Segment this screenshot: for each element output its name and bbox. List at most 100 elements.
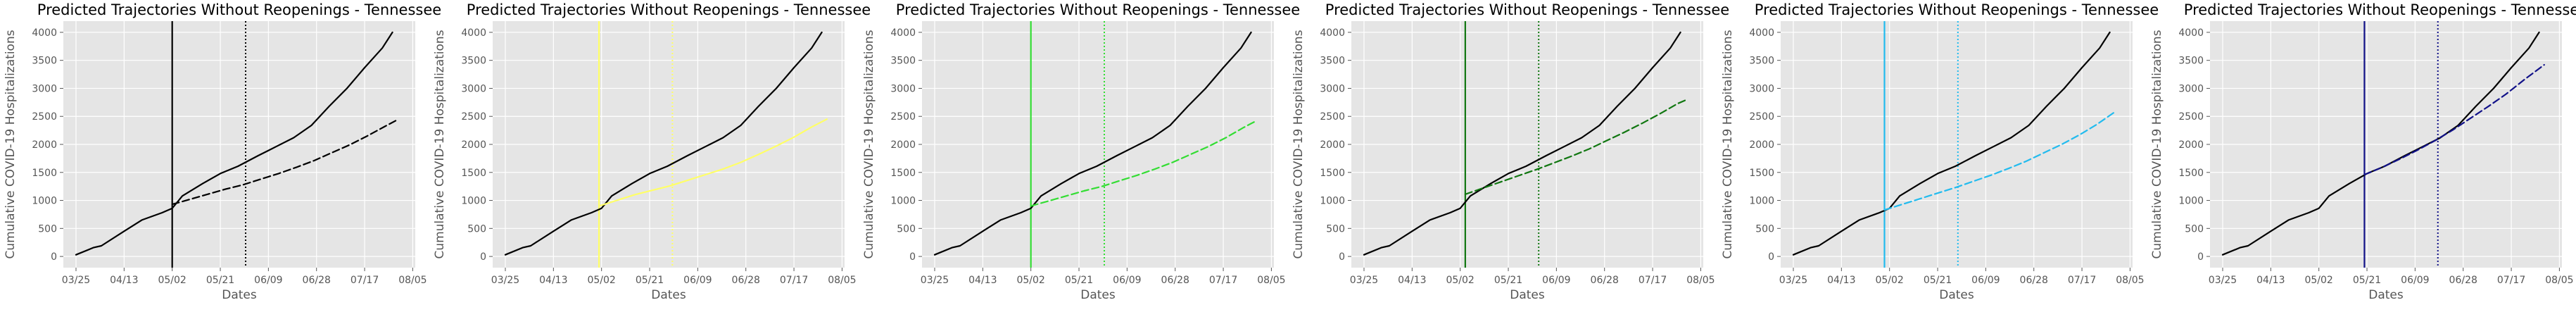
- y-axis-label: Cumulative COVID-19 Hospitalizations: [2150, 30, 2164, 258]
- x-tick-label: 04/13: [110, 275, 138, 286]
- y-axis-label: Cumulative COVID-19 Hospitalizations: [433, 30, 447, 258]
- y-tick-label: 4000: [1749, 27, 1774, 39]
- x-tick-label: 05/02: [2304, 275, 2332, 286]
- y-tick-label: 1500: [32, 168, 57, 179]
- y-tick-label: 3000: [32, 83, 57, 94]
- predicted-line: [1030, 120, 1257, 207]
- x-tick-label: 08/05: [1257, 275, 1285, 286]
- x-tick-label: 07/17: [1209, 275, 1237, 286]
- x-tick-label: 05/02: [1016, 275, 1044, 286]
- x-tick-label: 06/09: [1113, 275, 1141, 286]
- x-tick-label: 05/21: [2353, 275, 2381, 286]
- y-axis-label: Cumulative COVID-19 Hospitalizations: [1292, 30, 1306, 258]
- y-tick-label: 2500: [461, 111, 486, 123]
- x-tick-label: 07/17: [2068, 275, 2096, 286]
- y-tick-label: 1500: [461, 168, 486, 179]
- y-tick-label: 3000: [1749, 83, 1774, 94]
- observed-line: [504, 31, 823, 256]
- x-axis-label: Dates: [222, 288, 257, 302]
- y-tick-label: 3500: [32, 56, 57, 67]
- x-axis-label: Dates: [1939, 288, 1974, 302]
- y-tick-label: 500: [1755, 223, 1774, 235]
- y-tick-label: 2000: [461, 139, 486, 151]
- y-tick-label: 1500: [890, 168, 916, 179]
- y-tick-label: 1000: [461, 196, 486, 207]
- y-tick-label: 3000: [2178, 83, 2204, 94]
- x-tick-label: 06/28: [732, 275, 760, 286]
- y-tick-label: 0: [909, 251, 916, 263]
- x-tick-label: 06/09: [1971, 275, 2000, 286]
- y-tick-label: 500: [2185, 223, 2204, 235]
- y-tick-label: 1000: [32, 196, 57, 207]
- observed-line: [933, 31, 1252, 256]
- y-tick-label: 4000: [461, 27, 486, 39]
- x-tick-label: 05/02: [1875, 275, 1903, 286]
- x-tick-label: 06/28: [1591, 275, 1619, 286]
- chart-panel-6: 0 500 1000 1500 2000 2500 3000 3500 4000 03/25 04/…: [2150, 1, 2576, 302]
- chart-panel-5: 0 500 1000 1500 2000 2500 3000 3500 4000 03/25 04/…: [1721, 1, 2159, 302]
- x-tick-label: 06/09: [1542, 275, 1570, 286]
- x-tick-label: 04/13: [1827, 275, 1855, 286]
- x-axis-label: Dates: [651, 288, 686, 302]
- x-tick-label: 03/25: [1779, 275, 1807, 286]
- x-tick-label: 04/13: [539, 275, 567, 286]
- y-tick-label: 4000: [2178, 27, 2204, 39]
- predicted-line: [1464, 99, 1686, 195]
- x-tick-label: 08/05: [828, 275, 856, 286]
- y-tick-label: 0: [2197, 251, 2204, 263]
- predicted-line: [2363, 63, 2545, 176]
- x-tick-label: 03/25: [62, 275, 90, 286]
- chart-title: Predicted Trajectories Without Reopening…: [467, 1, 871, 18]
- y-tick-label: 3500: [461, 56, 486, 67]
- y-tick-label: 500: [467, 223, 486, 235]
- y-tick-label: 1500: [1320, 168, 1345, 179]
- y-tick-label: 3500: [2178, 56, 2204, 67]
- chart-panel-2: 0 500 1000 1500 2000 2500 3000 3500 4000 03/25 04/…: [433, 1, 871, 302]
- y-tick-label: 3000: [461, 83, 486, 94]
- y-tick-label: 2000: [32, 139, 57, 151]
- y-tick-label: 0: [480, 251, 486, 263]
- y-tick-label: 0: [1768, 251, 1774, 263]
- x-tick-label: 06/09: [683, 275, 712, 286]
- y-tick-label: 3500: [890, 56, 916, 67]
- x-tick-label: 04/13: [1398, 275, 1426, 286]
- x-tick-label: 06/28: [2020, 275, 2048, 286]
- x-tick-label: 05/02: [158, 275, 186, 286]
- x-tick-label: 07/17: [780, 275, 808, 286]
- y-tick-label: 1000: [890, 196, 916, 207]
- x-tick-label: 06/09: [254, 275, 282, 286]
- x-tick-label: 05/21: [206, 275, 234, 286]
- x-tick-label: 06/28: [303, 275, 331, 286]
- chart-title: Predicted Trajectories Without Reopening…: [1325, 1, 1729, 18]
- x-tick-label: 05/21: [1494, 275, 1522, 286]
- y-tick-label: 1000: [1320, 196, 1345, 207]
- y-tick-label: 2500: [1749, 111, 1774, 123]
- y-tick-label: 2000: [2178, 139, 2204, 151]
- predicted-line: [171, 118, 398, 206]
- x-axis-label: Dates: [1080, 288, 1116, 302]
- x-axis-label: Dates: [2368, 288, 2404, 302]
- x-tick-label: 08/05: [2545, 275, 2573, 286]
- chart-panel-1: 0 500 1000 1500 2000 2500 3000 3500 4000 03/25 04/…: [4, 1, 441, 302]
- y-tick-label: 1500: [2178, 168, 2204, 179]
- y-axis-label: Cumulative COVID-19 Hospitalizations: [862, 30, 876, 258]
- predicted-line: [1883, 111, 2116, 211]
- y-tick-label: 3500: [1320, 56, 1345, 67]
- x-tick-label: 08/05: [398, 275, 427, 286]
- y-tick-label: 1000: [1749, 196, 1774, 207]
- x-tick-label: 04/13: [968, 275, 997, 286]
- chart-title: Predicted Trajectories Without Reopening…: [37, 1, 441, 18]
- chart-title: Predicted Trajectories Without Reopening…: [2184, 1, 2576, 18]
- x-tick-label: 03/25: [1350, 275, 1378, 286]
- x-tick-label: 06/28: [1161, 275, 1189, 286]
- x-tick-label: 07/17: [1639, 275, 1667, 286]
- y-tick-label: 3000: [890, 83, 916, 94]
- y-tick-label: 500: [897, 223, 916, 235]
- chart-title: Predicted Trajectories Without Reopening…: [1755, 1, 2159, 18]
- y-tick-label: 2500: [32, 111, 57, 123]
- y-axis-label: Cumulative COVID-19 Hospitalizations: [1721, 30, 1735, 258]
- observed-line: [1792, 31, 2111, 256]
- y-tick-label: 2500: [1320, 111, 1345, 123]
- x-tick-label: 05/21: [636, 275, 664, 286]
